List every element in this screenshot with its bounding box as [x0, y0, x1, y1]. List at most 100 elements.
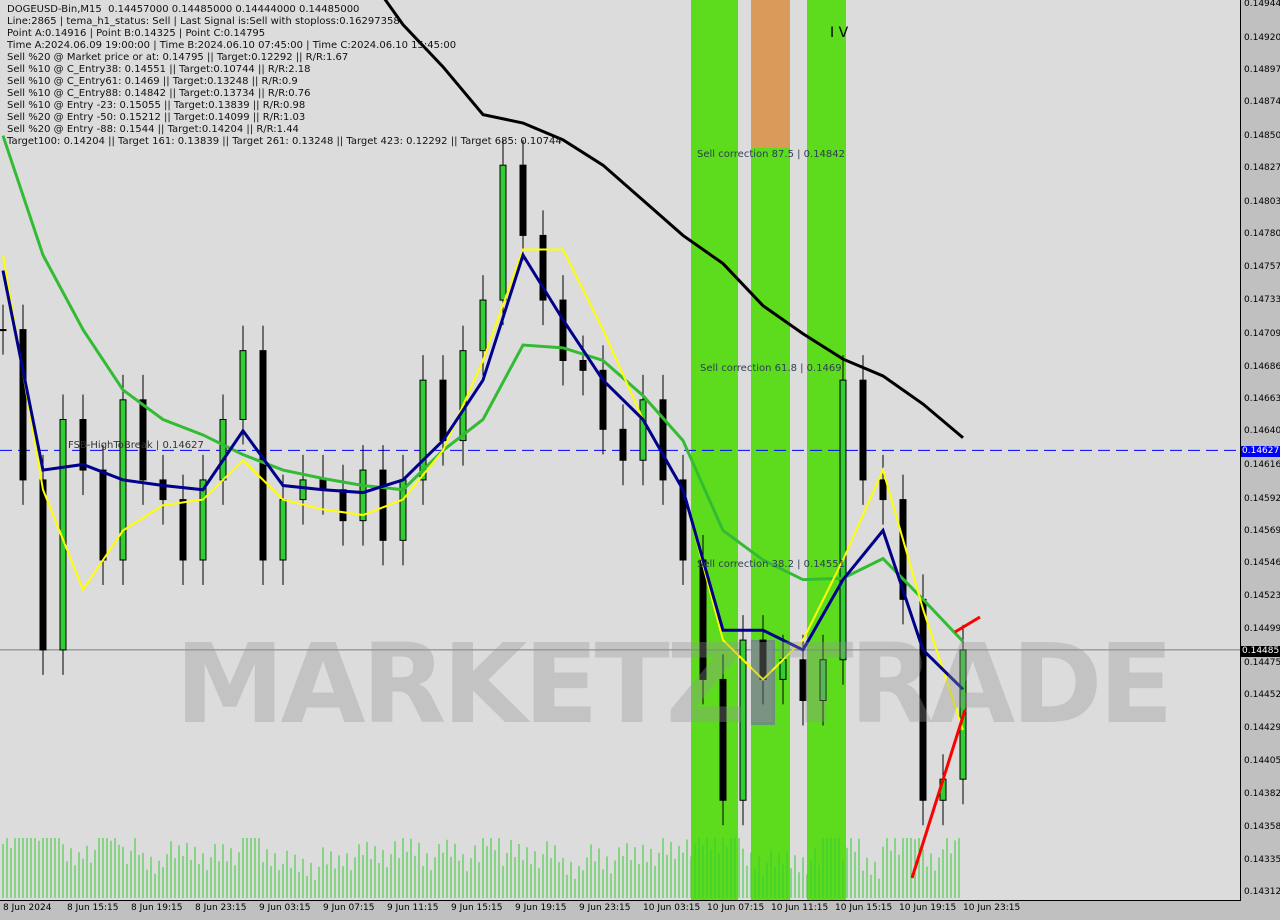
candle-body [879, 479, 887, 501]
x-tick-label: 8 Jun 15:15 [67, 903, 119, 913]
info-line: Point A:0.14916 | Point B:0.14325 | Poin… [7, 28, 266, 39]
info-line: Target100: 0.14204 || Target 161: 0.1383… [7, 136, 562, 147]
candle-body [719, 678, 727, 801]
candle-body [619, 428, 627, 461]
candle-body [179, 499, 187, 561]
ma-black-line [383, 0, 964, 439]
y-tick-label: 0.14827 [1244, 163, 1280, 174]
x-tick-label: 10 Jun 23:15 [963, 903, 1021, 913]
info-line: Sell %20 @ Entry -50: 0.15212 || Target:… [7, 112, 306, 123]
candle-body [99, 469, 107, 561]
watermark-logo: MARKETZITRADE [175, 620, 1174, 748]
candle-body [39, 479, 47, 651]
candle-body [579, 359, 587, 371]
trend-line [954, 615, 981, 634]
candle-body [839, 379, 847, 661]
y-tick-label: 0.14874 [1244, 97, 1280, 108]
candle-body [339, 489, 347, 522]
sell-correction-618-label: Sell correction 61.8 | 0.1469 [700, 363, 842, 374]
x-tick-label: 9 Jun 19:15 [515, 903, 567, 913]
x-tick-label: 9 Jun 07:15 [323, 903, 375, 913]
candle-body [859, 379, 867, 481]
wave-label: I V [830, 25, 849, 41]
info-line: Line:2865 | tema_h1_status: Sell | Last … [7, 16, 400, 27]
y-tick-label: 0.14780 [1244, 229, 1280, 240]
candle-body [279, 499, 287, 561]
y-tick-label: 0.14452 [1244, 690, 1280, 701]
x-tick-label: 8 Jun 19:15 [131, 903, 183, 913]
candle-body [159, 479, 167, 501]
info-line: Sell %10 @ C_Entry38: 0.14551 || Target:… [7, 64, 311, 75]
sell-zone-orange-block [751, 0, 790, 148]
candle-body [0, 329, 7, 332]
chart-plot-area[interactable]: MARKETZITRADE DOGEUSD-Bin,M15 0.14457000… [0, 0, 1241, 901]
y-tick-label: 0.14663 [1244, 393, 1280, 404]
ma-yellow-line [2, 248, 964, 731]
candle-body [659, 399, 667, 481]
candle-body [539, 234, 547, 301]
ma-green-line [1, 135, 965, 643]
x-tick-label: 9 Jun 03:15 [259, 903, 311, 913]
y-tick-label: 0.14709 [1244, 329, 1280, 340]
trend-line [910, 709, 967, 879]
sell-correction-382-label: Sell correction 38.2 | 0.14551 [697, 559, 846, 570]
chart-canvas [0, 0, 1240, 900]
y-tick-label: 0.14429 [1244, 722, 1280, 733]
y-tick-label: 0.14850 [1244, 131, 1280, 142]
x-tick-label: 10 Jun 19:15 [899, 903, 957, 913]
info-line: Sell %10 @ C_Entry88: 0.14842 || Target:… [7, 88, 311, 99]
y-tick-label: 0.14592 [1244, 493, 1280, 504]
x-tick-label: 9 Jun 23:15 [579, 903, 631, 913]
candle-body [219, 418, 227, 481]
x-tick-label: 10 Jun 11:15 [771, 903, 829, 913]
y-tick-label: 0.14335 [1244, 854, 1280, 865]
y-tick-label: 0.14569 [1244, 525, 1280, 536]
x-tick-label: 9 Jun 15:15 [451, 903, 503, 913]
sell-correction-875-label: Sell correction 87.5 | 0.14842 [697, 149, 846, 160]
info-line: Sell %20 @ Entry -88: 0.1544 || Target:0… [7, 124, 299, 135]
y-tick-label: 0.14757 [1244, 261, 1280, 272]
info-line: Sell %10 @ C_Entry61: 0.1469 || Target:0… [7, 76, 298, 87]
candle-body [479, 299, 487, 352]
candle-body [459, 350, 467, 442]
ma-navy-line [1, 251, 965, 691]
current-price-badge: 0.14485 [1241, 646, 1280, 657]
candle-body [739, 639, 747, 801]
y-tick-label: 0.14358 [1244, 822, 1280, 833]
y-tick-label: 0.14897 [1244, 65, 1280, 76]
y-tick-label: 0.14944 [1244, 0, 1280, 9]
candle-body [299, 479, 307, 501]
y-tick-label: 0.14920 [1244, 32, 1280, 43]
y-tick-label: 0.14640 [1244, 426, 1280, 437]
candle-body [519, 164, 527, 236]
fsb-level-label: FSB-HighToBreak | 0.14627 [68, 440, 204, 451]
info-line: DOGEUSD-Bin,M15 0.14457000 0.14485000 0.… [7, 4, 360, 15]
x-tick-label: 8 Jun 2024 [3, 903, 52, 913]
candle-body [419, 379, 427, 481]
candle-body [239, 350, 247, 420]
y-tick-label: 0.14686 [1244, 361, 1280, 372]
candle-body [599, 369, 607, 430]
y-tick-label: 0.14312 [1244, 887, 1280, 897]
y-tick-label: 0.14475 [1244, 657, 1280, 668]
candle-body [679, 479, 687, 561]
candle-body [19, 329, 27, 481]
candle-body [359, 469, 367, 522]
y-tick-label: 0.14546 [1244, 558, 1280, 569]
info-line: Time A:2024.06.09 19:00:00 | Time B:2024… [7, 40, 457, 51]
y-tick-label: 0.14733 [1244, 295, 1280, 306]
candle-body [379, 469, 387, 541]
info-line: Sell %10 @ Entry -23: 0.15055 || Target:… [7, 100, 306, 111]
candle-body [439, 379, 447, 442]
y-tick-label: 0.14499 [1244, 624, 1280, 635]
x-tick-label: 10 Jun 03:15 [643, 903, 701, 913]
candle-body [639, 399, 647, 461]
candle-body [139, 399, 147, 481]
signal-info-panel: DOGEUSD-Bin,M15 0.14457000 0.14485000 0.… [7, 4, 562, 148]
x-tick-label: 9 Jun 11:15 [387, 903, 439, 913]
candle-body [499, 164, 507, 301]
candle-body [819, 659, 827, 702]
y-tick-label: 0.14523 [1244, 590, 1280, 601]
candle-body [79, 418, 87, 471]
x-tick-label: 10 Jun 15:15 [835, 903, 893, 913]
